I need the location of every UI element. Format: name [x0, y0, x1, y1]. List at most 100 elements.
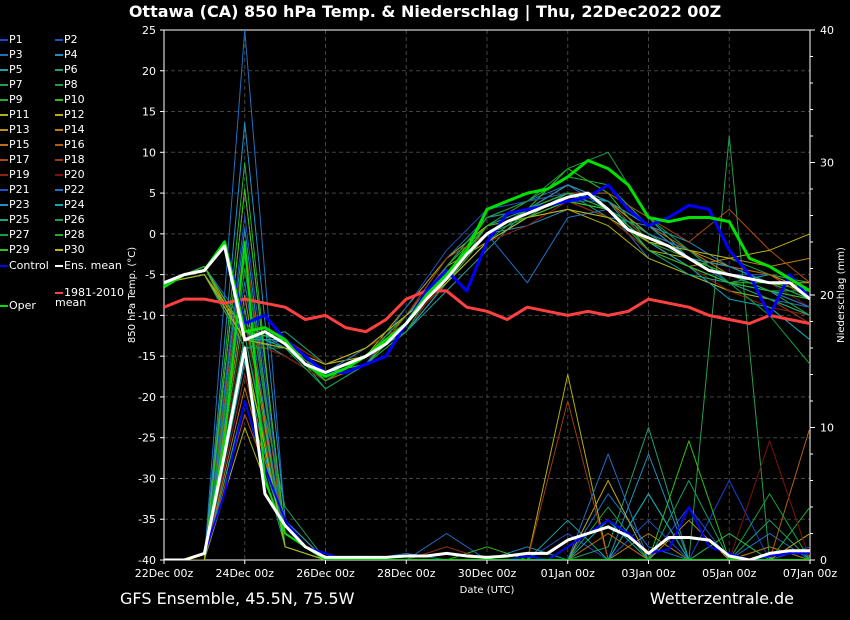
- legend-swatch: [0, 39, 8, 41]
- legend-item-oper: Oper: [0, 300, 36, 312]
- control-precip-line: [164, 400, 810, 560]
- oper-temp-line: [164, 159, 810, 378]
- x-tick-label: 26Dec 00z: [296, 567, 355, 580]
- legend-label: Control: [9, 259, 49, 272]
- legend-label: P18: [64, 153, 85, 166]
- y-tick-label: 25: [142, 24, 156, 37]
- legend-item-p11: P11: [0, 109, 30, 121]
- legend-item-p2: P2: [55, 34, 78, 46]
- legend-swatch: [55, 159, 63, 161]
- legend-item-p13: P13: [0, 124, 30, 136]
- legend-swatch: [0, 219, 8, 221]
- legend-label: P1: [9, 33, 23, 46]
- y-right-tick-label: 30: [820, 157, 834, 170]
- legend-label: P13: [9, 123, 30, 136]
- legend-item-p8: P8: [55, 79, 78, 91]
- y-axis-label: 850 hPa Temp. (°C): [127, 247, 138, 343]
- x-tick-label: 28Dec 00z: [377, 567, 436, 580]
- legend-swatch: [55, 99, 63, 101]
- legend-swatch: [55, 114, 63, 116]
- legend-swatch: [0, 159, 8, 161]
- series-group: [164, 30, 810, 560]
- y-tick-label: -5: [145, 269, 156, 282]
- legend-swatch: [0, 84, 8, 86]
- legend-item-p21: P21: [0, 184, 30, 196]
- x-tick-label: 03Jan 00z: [621, 567, 675, 580]
- precip-line-p22: [164, 281, 810, 560]
- legend-item-p16: P16: [55, 139, 85, 151]
- legend-swatch: [55, 54, 63, 56]
- legend-label: P26: [64, 213, 85, 226]
- legend-label: P5: [9, 63, 23, 76]
- y-right-tick-label: 20: [820, 289, 834, 302]
- legend-label: P7: [9, 78, 23, 91]
- y-tick-label: 5: [149, 187, 156, 200]
- legend-swatch: [0, 249, 8, 251]
- precip-line-p26: [164, 334, 810, 560]
- source-label: Wetterzentrale.de: [649, 589, 794, 608]
- x-tick-label: 01Jan 00z: [541, 567, 595, 580]
- legend-label: P17: [9, 153, 30, 166]
- legend-item-p9: P9: [0, 94, 23, 106]
- oper-precip-line: [164, 241, 810, 560]
- ens-mean-temp-line: [164, 191, 810, 374]
- legend-label: P9: [9, 93, 23, 106]
- legend-item-p20: P20: [55, 169, 85, 181]
- y-tick-label: 0: [149, 228, 156, 241]
- precip-line-p14: [164, 294, 810, 560]
- legend-item-p4: P4: [55, 49, 78, 61]
- legend-swatch: [0, 129, 8, 131]
- legend-swatch: [0, 265, 8, 267]
- model-location-label: GFS Ensemble, 45.5N, 75.5W: [120, 589, 355, 608]
- legend-item-ens-mean: Ens. mean: [55, 260, 122, 272]
- legend-swatch: [55, 265, 63, 267]
- legend-label: P8: [64, 78, 78, 91]
- y-tick-label: -25: [138, 432, 156, 445]
- legend-label: P14: [64, 123, 85, 136]
- y-tick-label: 10: [142, 146, 156, 159]
- y-tick-label: -30: [138, 472, 156, 485]
- legend-item-p28: P28: [55, 229, 85, 241]
- legend-label: P25: [9, 213, 30, 226]
- legend-item-p3: P3: [0, 49, 23, 61]
- legend-label: P24: [64, 198, 85, 211]
- legend-label: P22: [64, 183, 85, 196]
- precip-line-p27: [164, 254, 810, 560]
- precip-line-p30: [164, 347, 810, 560]
- y-right-tick-label: 0: [820, 554, 827, 567]
- x-tick-label: 07Jan 00z: [783, 567, 837, 580]
- legend-label: Ens. mean: [64, 259, 122, 272]
- precip-line-p23: [164, 122, 810, 560]
- legend-label: P29: [9, 243, 30, 256]
- precip-line-p20: [164, 321, 810, 560]
- legend-item-climatology: 1981-2010 mean: [55, 287, 127, 308]
- precip-line-p21: [164, 215, 810, 560]
- y-tick-label: -20: [138, 391, 156, 404]
- y-tick-label: 15: [142, 106, 156, 119]
- legend-item-p6: P6: [55, 64, 78, 76]
- precip-line-p3: [164, 30, 810, 560]
- legend-label: P20: [64, 168, 85, 181]
- legend-item-p23: P23: [0, 199, 30, 211]
- legend-swatch: [0, 114, 8, 116]
- legend-label: P15: [9, 138, 30, 151]
- x-tick-label: 24Dec 00z: [215, 567, 274, 580]
- legend-label: P6: [64, 63, 78, 76]
- y-tick-label: -35: [138, 513, 156, 526]
- legend-label: P4: [64, 48, 78, 61]
- y-right-tick-label: 40: [820, 24, 834, 37]
- legend-label: P10: [64, 93, 85, 106]
- legend-item-p5: P5: [0, 64, 23, 76]
- legend-swatch: [55, 84, 63, 86]
- legend-item-p14: P14: [55, 124, 85, 136]
- legend-item-p26: P26: [55, 214, 85, 226]
- legend-swatch: [55, 39, 63, 41]
- legend-label: P28: [64, 228, 85, 241]
- legend-swatch: [55, 204, 63, 206]
- x-tick-label: 22Dec 00z: [135, 567, 194, 580]
- legend-swatch: [55, 129, 63, 131]
- legend-label: P2: [64, 33, 78, 46]
- control-temp-line: [164, 183, 810, 374]
- legend-swatch: [55, 174, 63, 176]
